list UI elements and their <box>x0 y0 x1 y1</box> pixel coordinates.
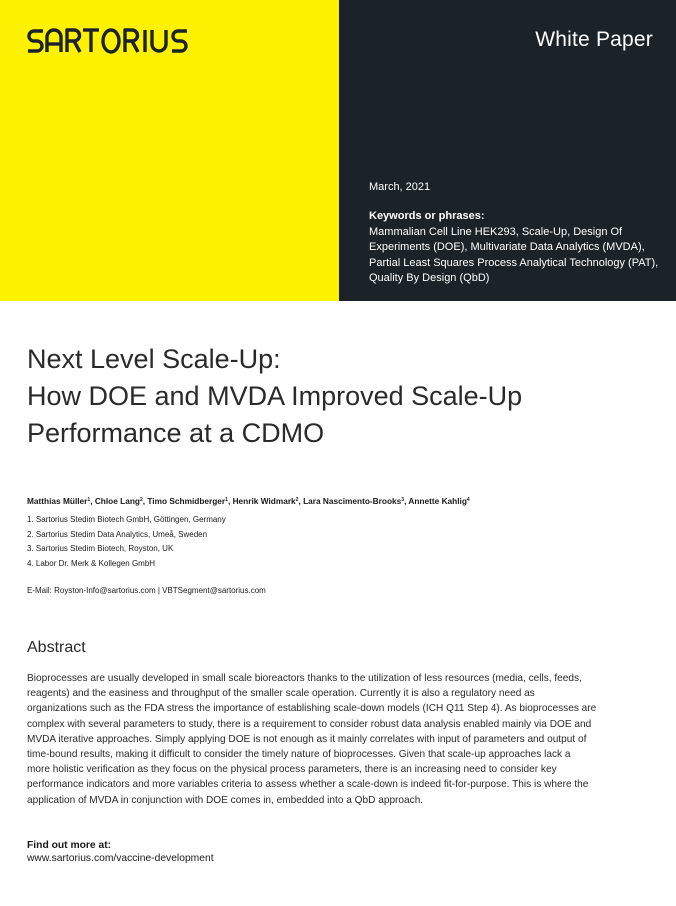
find-out-more-link[interactable]: www.sartorius.com/vaccine-development <box>27 853 214 864</box>
sartorius-logo <box>27 28 188 54</box>
document-title: Next Level Scale-Up: How DOE and MVDA Im… <box>27 341 647 452</box>
affiliation-list: 1. Sartorius Stedim Biotech GmbH, Göttin… <box>27 513 226 571</box>
cover-header: White Paper March, 2021 Keywords or phra… <box>0 0 676 301</box>
author-name: Annette Kahlig <box>408 496 467 506</box>
author-affiliation-mark: 4 <box>466 497 470 503</box>
abstract-line: performance indicators and more variable… <box>27 779 589 791</box>
title-line: Next Level Scale-Up: <box>27 344 281 374</box>
yellow-brand-panel <box>0 0 339 301</box>
abstract-line: more holistic verification as they focus… <box>27 764 557 776</box>
keywords-heading: Keywords or phrases: <box>369 210 485 222</box>
affiliation-item: 4. Labor Dr. Merk & Kollegen GmbH <box>27 558 156 568</box>
affiliation-item: 3. Sartorius Stedim Biotech, Royston, UK <box>27 544 174 554</box>
author-name: Lara Nascimento-Brooks <box>303 496 402 506</box>
abstract-line: reagents) and the easiness and throughpu… <box>27 688 535 700</box>
author-affiliation-mark: 2 <box>139 497 143 503</box>
title-line: Performance at a CDMO <box>27 418 325 448</box>
affiliation-item: 1. Sartorius Stedim Biotech GmbH, Göttin… <box>27 515 226 524</box>
author-name: Chloe Lang <box>94 496 140 506</box>
author-list: Matthias Müller1, Chloe Lang2, Timo Schm… <box>27 496 470 506</box>
keywords-line: Mammalian Cell Line HEK293, Scale-Up, De… <box>369 225 623 238</box>
publication-date: March, 2021 <box>369 181 431 193</box>
abstract-body: Bioprocesses are usually developed in sm… <box>27 671 649 808</box>
author-affiliation-mark: 1 <box>87 497 91 503</box>
author-name: Timo Schmidberger <box>147 496 226 506</box>
keywords-line: Quality By Design (QbD) <box>369 272 490 284</box>
find-out-more-heading: Find out more at: <box>27 840 112 851</box>
contact-email-line: E-Mail: Royston-Info@sartorius.com | VBT… <box>27 586 266 595</box>
abstract-line: complex with several parameters to study… <box>27 718 592 730</box>
keywords-block: Keywords or phrases: Mammalian Cell Line… <box>369 209 669 287</box>
abstract-line: time-bound results, making it difficult … <box>27 749 571 761</box>
author-affiliation-mark: 2 <box>295 497 299 503</box>
author-name: Henrik Widmark <box>232 496 296 506</box>
dark-info-panel: White Paper March, 2021 Keywords or phra… <box>339 0 676 301</box>
author-name: Matthias Müller <box>27 496 88 506</box>
abstract-line: MVDA iterative approaches. Simply applyi… <box>27 733 587 745</box>
abstract-line: application of MVDA in conjunction with … <box>27 794 424 806</box>
affiliation-item: 2. Sartorius Stedim Data Analytics, Umeå… <box>27 529 208 539</box>
keywords-line: Experiments (DOE), Multivariate Data Ana… <box>369 241 645 253</box>
author-affiliation-mark: 3 <box>401 497 405 503</box>
keywords-line: Partial Least Squares Process Analytical… <box>369 256 659 269</box>
abstract-line: Bioprocesses are usually developed in sm… <box>27 673 582 684</box>
title-line: How DOE and MVDA Improved Scale-Up <box>27 381 523 411</box>
author-affiliation-mark: 1 <box>225 497 228 503</box>
document-type-label: White Paper <box>535 28 653 51</box>
abstract-line: organizations such as the FDA stress the… <box>27 703 597 715</box>
abstract-heading: Abstract <box>27 639 86 656</box>
